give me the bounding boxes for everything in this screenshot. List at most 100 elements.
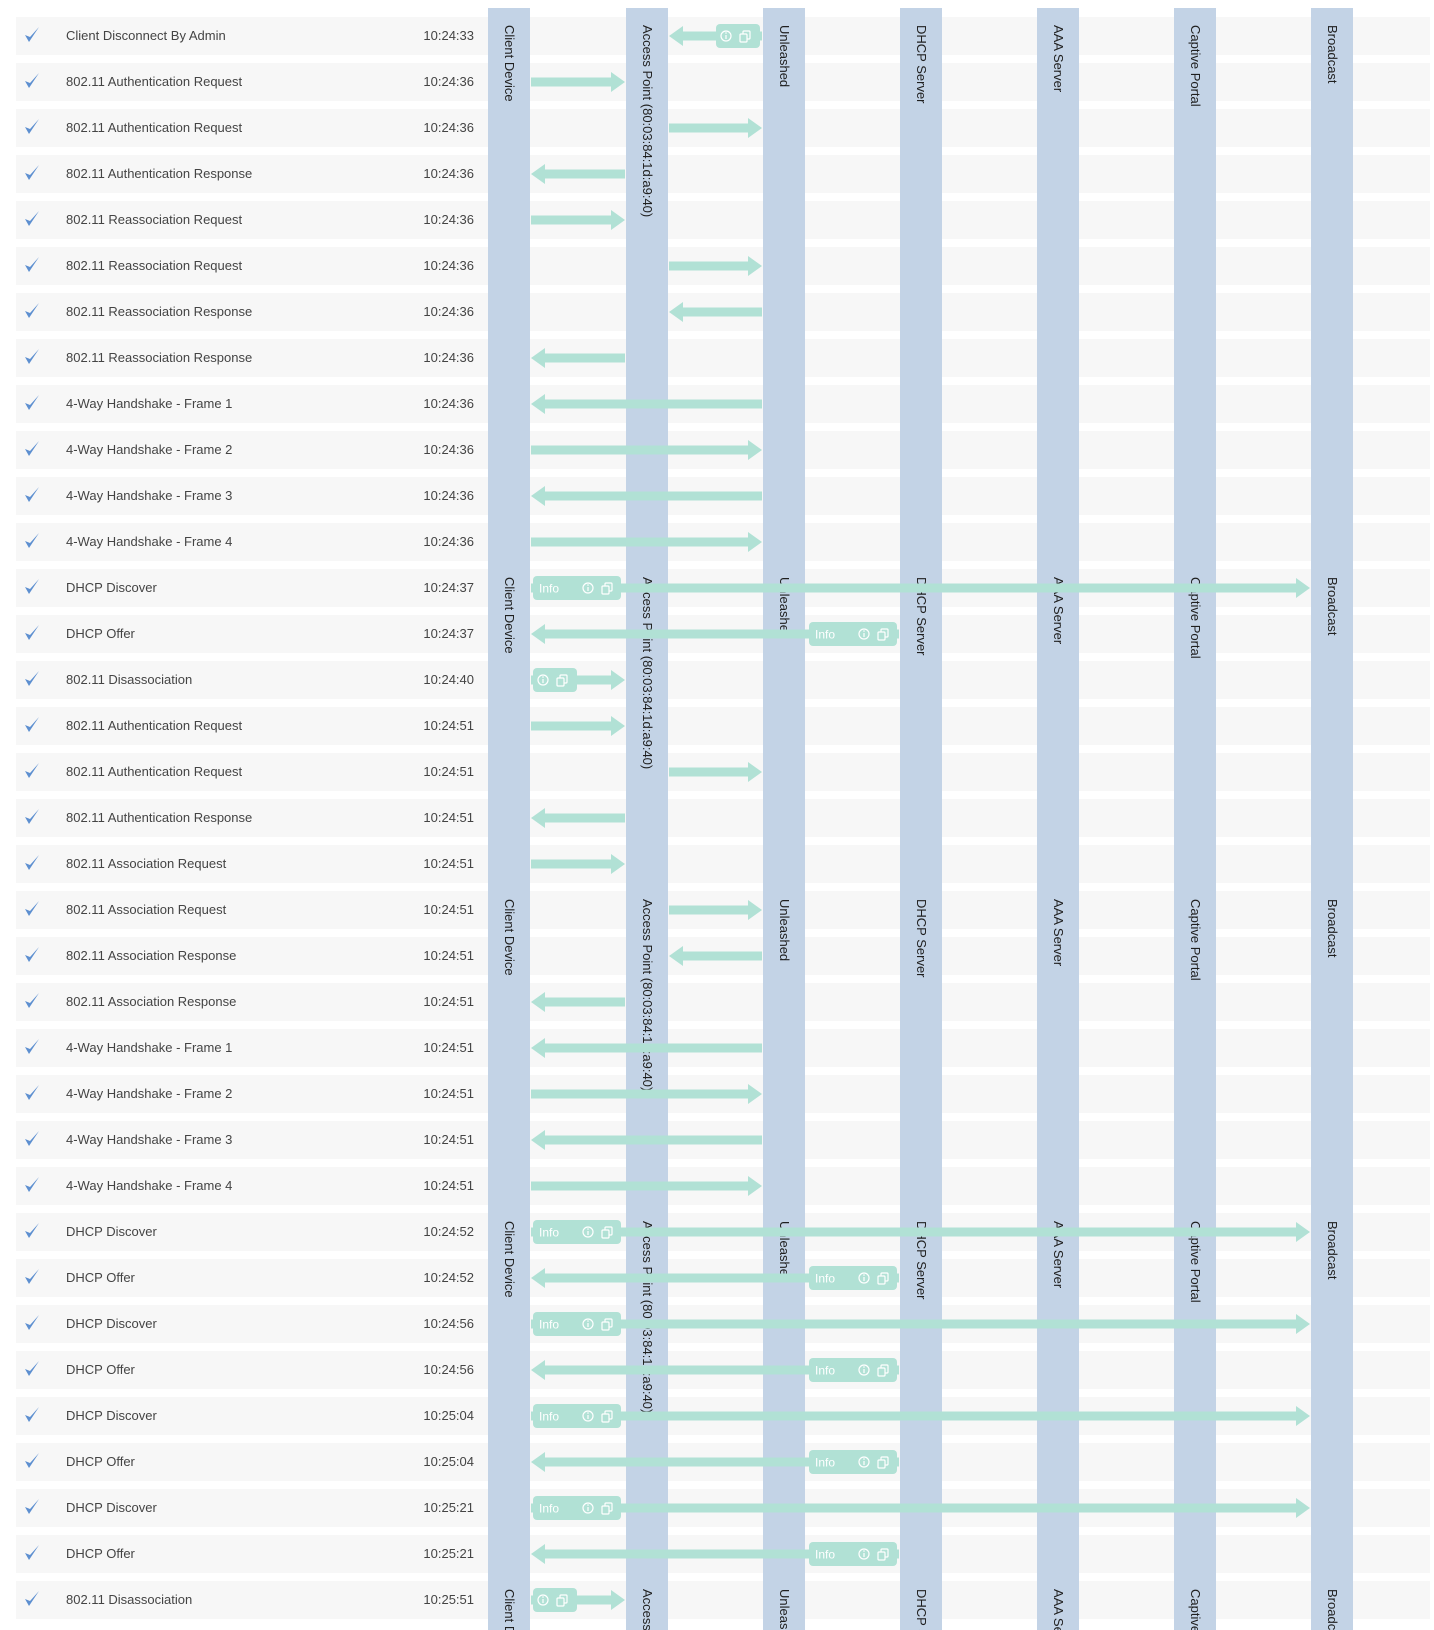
info-label: Info: [815, 628, 835, 642]
event-label: 4-Way Handshake - Frame 2: [66, 442, 233, 457]
message-arrow[interactable]: [531, 1176, 762, 1196]
info-icon[interactable]: [720, 30, 732, 42]
message-arrow[interactable]: Info: [531, 1220, 1310, 1244]
info-icon[interactable]: [582, 582, 594, 594]
message-arrow[interactable]: Info: [531, 1450, 899, 1474]
info-icon[interactable]: [582, 1502, 594, 1514]
message-arrow[interactable]: [669, 762, 762, 782]
message-arrow[interactable]: [531, 394, 762, 414]
message-arrow[interactable]: Info: [531, 1404, 1310, 1428]
message-arrow[interactable]: [531, 808, 625, 828]
event-label: DHCP Discover: [66, 580, 157, 595]
checkmark-icon: [25, 1407, 39, 1422]
info-badge[interactable]: Info: [809, 1266, 897, 1290]
message-arrow[interactable]: [531, 992, 625, 1012]
info-badge[interactable]: Info: [809, 1358, 897, 1382]
message-arrow[interactable]: [669, 24, 762, 48]
event-label: 802.11 Authentication Request: [66, 74, 243, 89]
info-icon[interactable]: [537, 1594, 549, 1606]
message-arrow[interactable]: Info: [531, 1358, 899, 1382]
event-label: 802.11 Reassociation Response: [66, 304, 253, 319]
message-arrow[interactable]: [531, 668, 625, 692]
info-badge[interactable]: Info: [533, 1312, 621, 1336]
event-time: 10:24:36: [423, 304, 474, 319]
event-time: 10:24:33: [423, 28, 474, 43]
message-arrow[interactable]: [669, 302, 762, 322]
info-badge[interactable]: Info: [809, 622, 897, 646]
message-arrow[interactable]: [531, 1130, 762, 1150]
checkmark-icon: [25, 717, 39, 732]
info-icon[interactable]: [858, 1364, 870, 1376]
message-arrow[interactable]: [669, 256, 762, 276]
event-time: 10:24:56: [423, 1362, 474, 1377]
info-badge[interactable]: [533, 668, 577, 692]
info-icon[interactable]: [582, 1410, 594, 1422]
message-arrow[interactable]: [669, 946, 762, 966]
message-arrow[interactable]: [531, 1038, 762, 1058]
message-arrow[interactable]: [531, 854, 625, 874]
info-icon[interactable]: [858, 628, 870, 640]
info-badge[interactable]: Info: [809, 1542, 897, 1566]
checkmark-icon: [25, 27, 39, 42]
event-time: 10:24:36: [423, 396, 474, 411]
checkmark-icon: [25, 1039, 39, 1054]
info-icon[interactable]: [582, 1226, 594, 1238]
message-arrow[interactable]: [531, 164, 625, 184]
info-label: Info: [815, 1364, 835, 1378]
message-arrow[interactable]: [531, 486, 762, 506]
message-arrow[interactable]: [531, 210, 625, 230]
info-badge[interactable]: [533, 1588, 577, 1612]
checkmark-icon: [25, 1131, 39, 1146]
info-badge[interactable]: [716, 24, 760, 48]
event-time: 10:24:56: [423, 1316, 474, 1331]
checkmark-icon: [25, 1223, 39, 1238]
info-icon[interactable]: [858, 1548, 870, 1560]
info-icon[interactable]: [537, 674, 549, 686]
message-arrow[interactable]: Info: [531, 1496, 1310, 1520]
checkmark-icon: [25, 303, 39, 318]
message-arrow[interactable]: [669, 900, 762, 920]
info-badge[interactable]: Info: [533, 1496, 621, 1520]
event-label: 4-Way Handshake - Frame 1: [66, 396, 233, 411]
message-arrow[interactable]: [531, 1588, 625, 1612]
message-arrow[interactable]: [531, 1084, 762, 1104]
message-arrow[interactable]: [669, 118, 762, 138]
event-time: 10:24:36: [423, 212, 474, 227]
message-arrow[interactable]: Info: [531, 576, 1310, 600]
event-time: 10:24:51: [423, 810, 474, 825]
checkmark-icon: [25, 1361, 39, 1376]
message-arrow[interactable]: [531, 532, 762, 552]
message-arrow[interactable]: [531, 348, 625, 368]
info-label: Info: [539, 1226, 559, 1240]
event-label: DHCP Offer: [66, 1454, 135, 1469]
checkmark-icon: [25, 395, 39, 410]
info-icon[interactable]: [858, 1272, 870, 1284]
event-time: 10:24:36: [423, 534, 474, 549]
message-arrow[interactable]: Info: [531, 1542, 899, 1566]
message-arrow[interactable]: [531, 440, 762, 460]
checkmark-icon: [25, 993, 39, 1008]
info-icon[interactable]: [582, 1318, 594, 1330]
event-label: DHCP Discover: [66, 1500, 157, 1515]
info-icon[interactable]: [858, 1456, 870, 1468]
message-arrow[interactable]: Info: [531, 1266, 899, 1290]
checkmark-icon: [25, 855, 39, 870]
event-label: 802.11 Reassociation Response: [66, 350, 253, 365]
message-arrow[interactable]: Info: [531, 1312, 1310, 1336]
message-arrow[interactable]: [531, 72, 625, 92]
event-time: 10:24:37: [423, 626, 474, 641]
checkmark-icon: [25, 763, 39, 778]
event-time: 10:24:37: [423, 580, 474, 595]
info-badge[interactable]: Info: [809, 1450, 897, 1474]
event-time: 10:24:51: [423, 902, 474, 917]
checkmark-icon: [25, 1085, 39, 1100]
info-badge[interactable]: Info: [533, 576, 621, 600]
info-badge[interactable]: Info: [533, 1220, 621, 1244]
message-arrow[interactable]: [531, 716, 625, 736]
event-time: 10:24:51: [423, 856, 474, 871]
info-badge[interactable]: Info: [533, 1404, 621, 1428]
checkmark-icon: [25, 533, 39, 548]
message-arrow[interactable]: Info: [531, 622, 899, 646]
event-time: 10:24:52: [423, 1270, 474, 1285]
